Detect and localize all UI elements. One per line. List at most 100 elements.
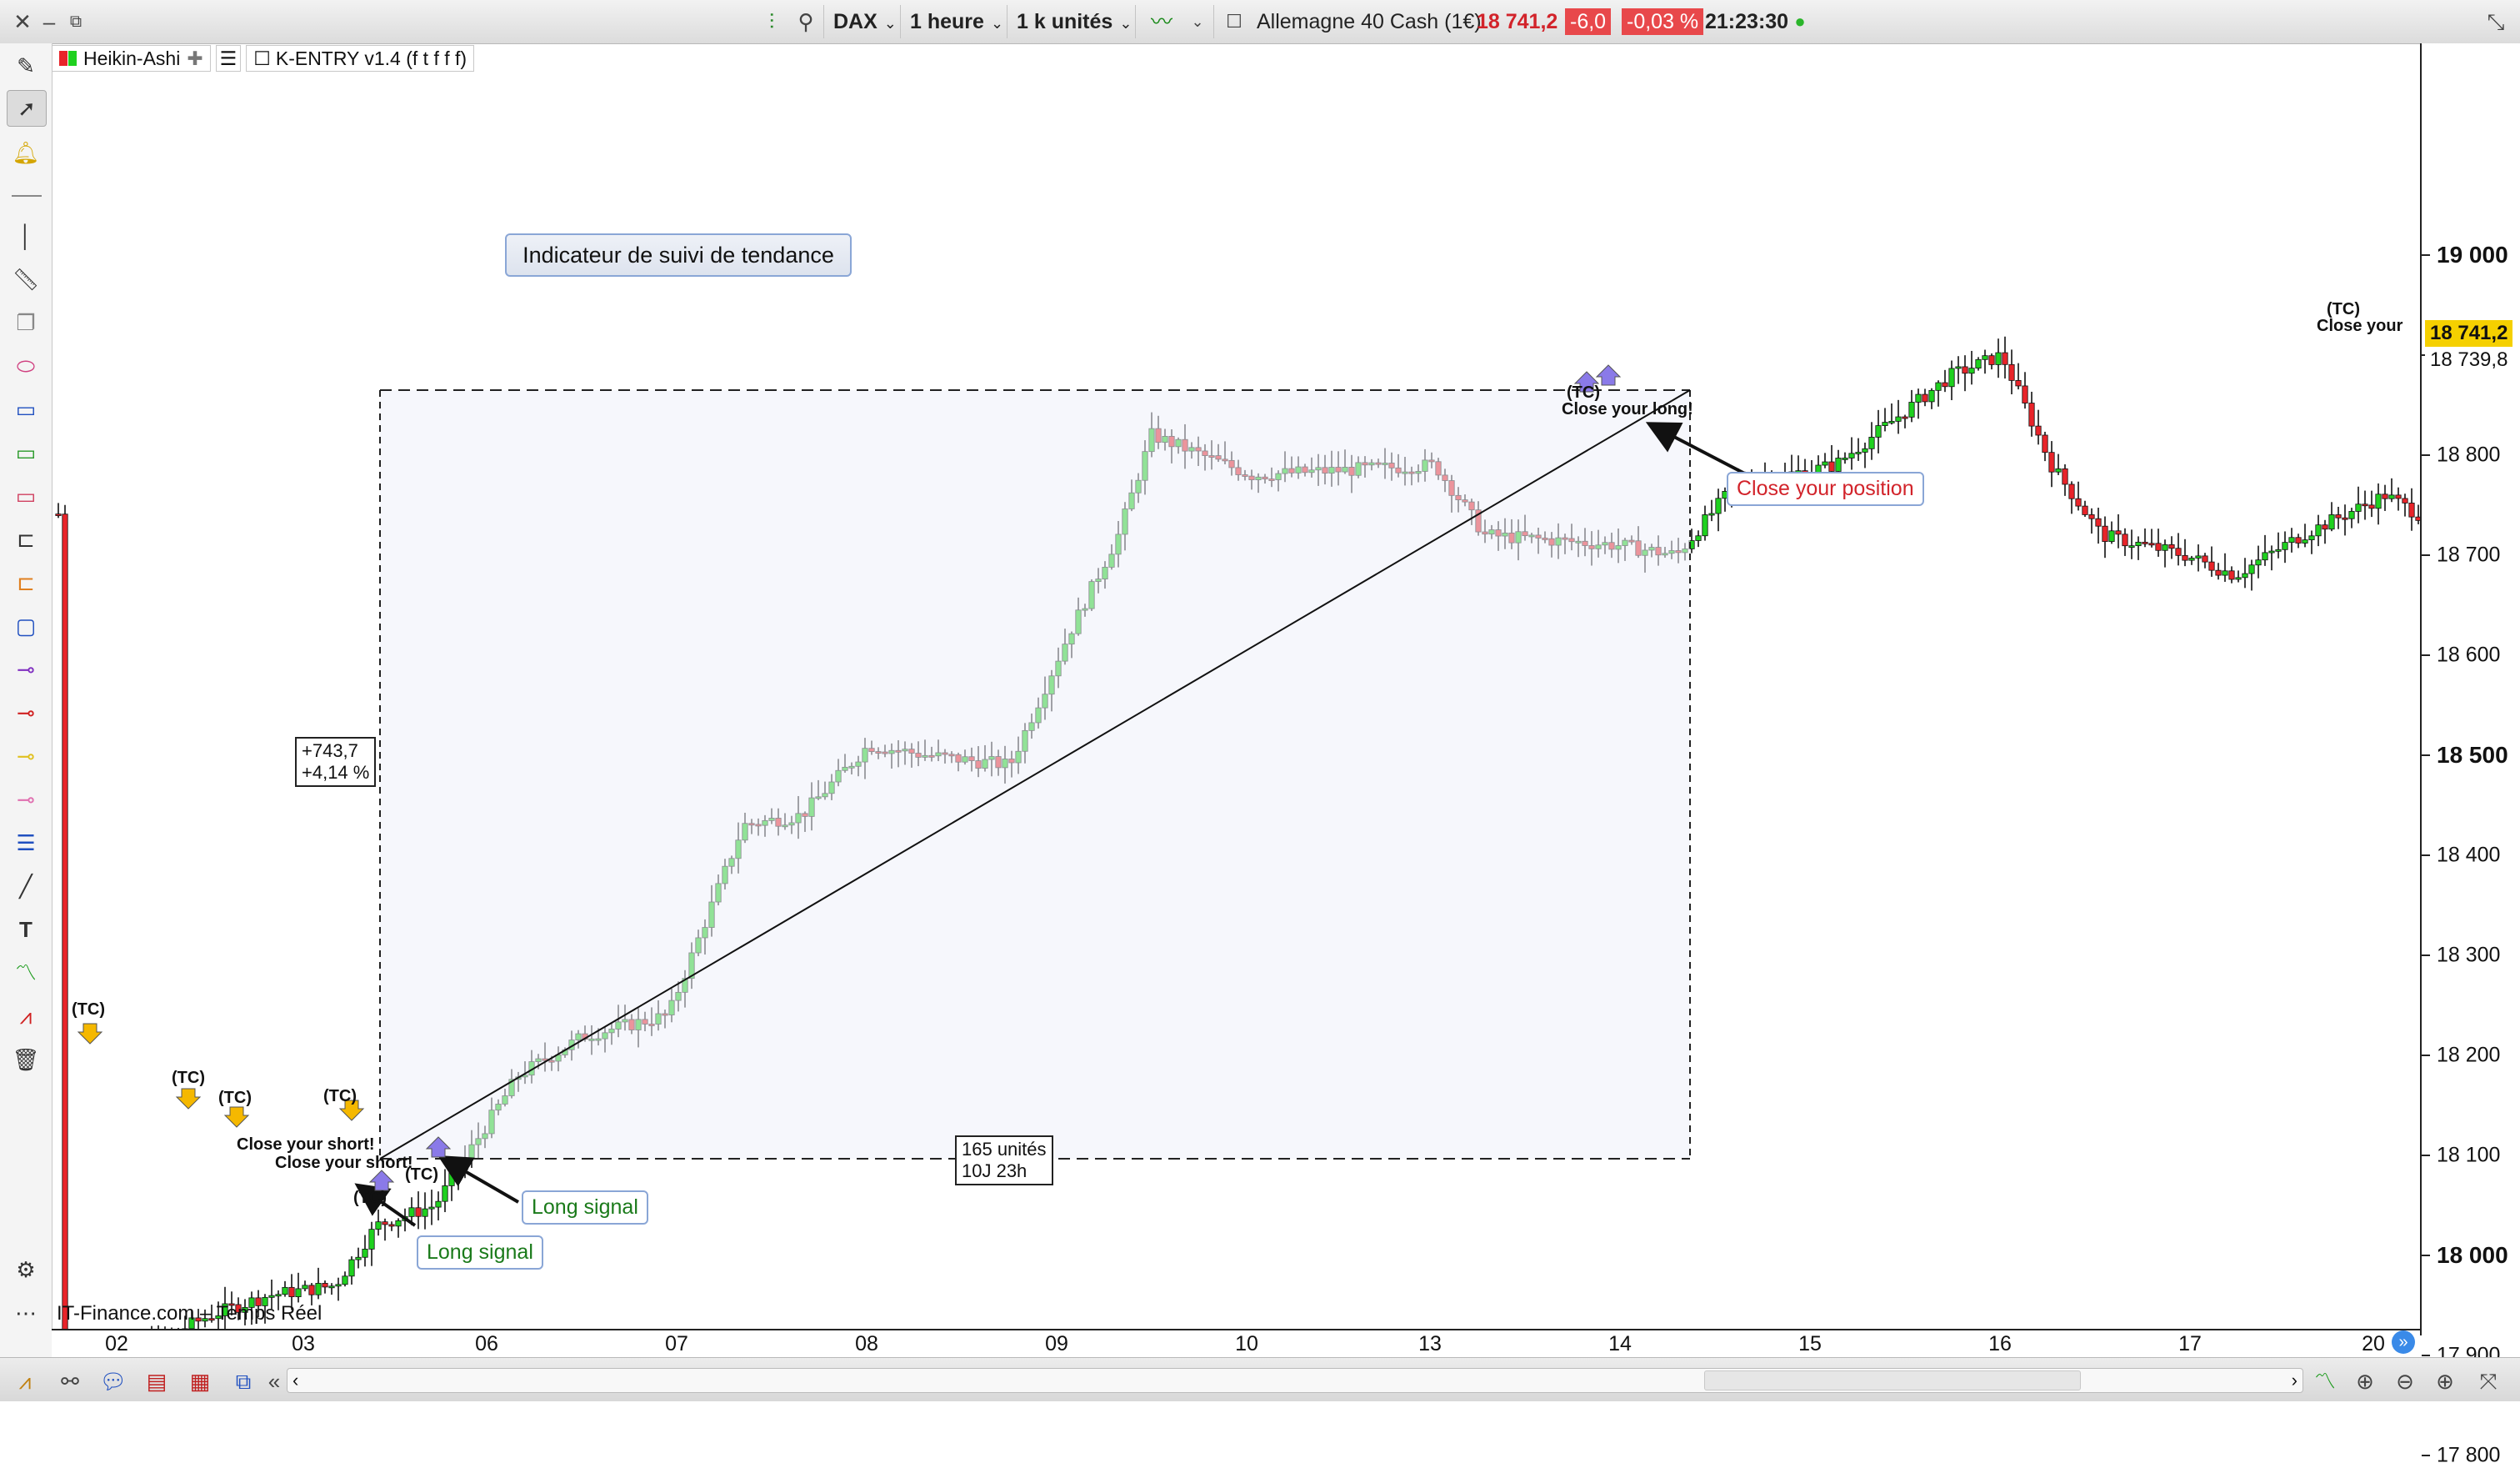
rectangle-green-icon[interactable]: ▭ [7,435,45,470]
time-axis-label: 15 [1798,1332,1822,1356]
positions-icon[interactable]: ▦ [183,1366,217,1396]
indicator-title-button[interactable]: Indicateur de suivi de tendance [505,233,852,277]
symbol-dropdown[interactable]: DAX⌄ [828,7,902,37]
cursor-icon[interactable]: ➚ [7,90,47,127]
signal-bars-icon[interactable]: ⫶ [755,7,788,37]
checkbox-icon[interactable]: ☐ [253,46,271,71]
more-icon[interactable]: ⋯ [7,1295,45,1330]
candle-body [2189,558,2194,560]
list-icon[interactable]: ☰ [216,45,242,72]
add-icon[interactable]: ✚ [187,46,202,71]
watermark: IT-Finance.com – Temps Réel [57,1302,322,1325]
tree-icon[interactable]: ⚯ [53,1366,87,1396]
candle-body [2089,514,2094,519]
drawing-icon[interactable]: 〽 [2308,1366,2342,1396]
candle-body [322,1283,328,1286]
chevron-right-icon[interactable]: › [2292,1369,2298,1392]
tc-label: (TC) [172,1069,205,1088]
candle-body [376,1222,381,1230]
candle-body [2036,426,2041,435]
minimize-icon[interactable]: – [37,7,62,37]
collapse-icon[interactable]: ⤡ [2483,7,2508,37]
price-chart[interactable] [52,73,2420,1329]
scroll-to-latest-icon[interactable]: » [2392,1330,2415,1354]
window-icon[interactable]: ⧉ [227,1366,260,1396]
instrument-checkbox[interactable]: ☐ [1222,7,1247,37]
alarm-icon[interactable]: 🔔︎ [7,135,45,170]
zoom-in-icon[interactable]: ⊕ [2428,1366,2462,1396]
chart-type-legend[interactable]: Heikin-Ashi ✚ [52,45,211,72]
tc-label: (TC) [353,1189,387,1208]
scroll-thumb[interactable] [1704,1370,2081,1390]
candle-body [2296,538,2301,544]
price-axis-label: 19 000 [2437,242,2508,268]
text-icon[interactable]: T [7,912,45,947]
segment-purple-icon[interactable]: ⊸ [7,652,45,687]
segment-red-icon[interactable]: ⊸ [7,695,45,730]
candle-body [269,1295,274,1297]
timeframe-dropdown[interactable]: 1 heure⌄ [905,7,1008,37]
candle-body [2269,551,2274,553]
candle-body [2229,571,2234,579]
close-icon[interactable]: ✕ [10,7,35,37]
instrument-name: Allemagne 40 Cash (1€) [1252,7,1487,37]
resize-icon[interactable]: ⤧ [2472,1366,2505,1396]
copy-icon[interactable]: ❐ [7,305,45,340]
orders-icon[interactable]: ▤ [140,1366,173,1396]
measure-duration-box: 165 unités 10J 23h [955,1135,1053,1185]
channel-icon[interactable]: ⊏ [7,522,45,557]
indicator-green-icon[interactable]: 〽 [7,955,45,990]
zoom-fit-icon[interactable]: ⊕ [2348,1366,2382,1396]
ellipse-icon[interactable]: ⬭ [7,348,45,383]
candle-body [2169,544,2174,548]
link-icon[interactable]: ⚲ [792,7,820,37]
screener-icon[interactable]: ⚙ [7,1252,45,1287]
logo-icon[interactable]: ⩘ [7,1366,43,1396]
candle-body [2002,353,2008,364]
chat-icon[interactable]: 💬︎ [97,1366,130,1396]
candle-body [2109,531,2114,542]
time-axis-label: 02 [105,1332,128,1356]
chart-style-icon[interactable]: 〰 [1142,7,1182,37]
candle-body [2176,549,2181,556]
indicator-multi-icon[interactable]: ⩘ [7,999,45,1034]
candle-body [2009,364,2014,380]
measure-percent: +4,14 % [302,762,369,784]
candle-body [2282,543,2288,550]
candle-body [1889,421,1894,423]
pencil-icon[interactable]: ✎ [7,48,45,83]
trash-icon[interactable]: 🗑︎ [7,1042,45,1077]
candle-body [2236,578,2241,579]
ruler-icon[interactable]: 📏︎ [7,262,45,297]
vertical-line-icon[interactable]: │ [7,218,45,253]
candle-body [2182,555,2188,560]
chevron-down-icon[interactable]: ⌄ [1185,7,1210,37]
box-blue-icon[interactable]: ▢ [7,609,45,644]
fibonacci-icon[interactable]: ☰ [7,825,45,860]
candle-body [329,1286,334,1288]
segment-yellow-icon[interactable]: ⊸ [7,739,45,774]
indicator-legend[interactable]: ☐ K-ENTRY v1.4 (f t f f f) [246,45,474,72]
restore-icon[interactable]: ⧉ [63,7,88,37]
segment-pink-icon[interactable]: ⊸ [7,782,45,817]
chevron-left-icon[interactable]: ‹ [292,1369,298,1392]
channel-orange-icon[interactable]: ⊏ [7,565,45,600]
units-dropdown[interactable]: 1 k unités⌄ [1012,7,1137,37]
candle-body [2042,435,2048,453]
rectangle-icon[interactable]: ▭ [7,392,45,427]
candle-body [2062,468,2068,484]
candle-body [2082,506,2088,514]
trendline-icon[interactable]: ╱ [7,869,45,904]
candle-body [336,1285,341,1286]
rectangle-red-icon[interactable]: ▭ [7,478,45,514]
double-chevron-left-icon[interactable]: « [262,1366,287,1396]
candle-body [1856,452,1861,453]
candle-body [1916,394,1921,402]
candle-body [416,1208,421,1216]
zoom-out-icon[interactable]: ⊖ [2388,1366,2422,1396]
candle-body [2022,386,2028,403]
candle-body [1882,423,1888,426]
horizontal-scrollbar[interactable]: ‹ › [287,1368,2303,1393]
